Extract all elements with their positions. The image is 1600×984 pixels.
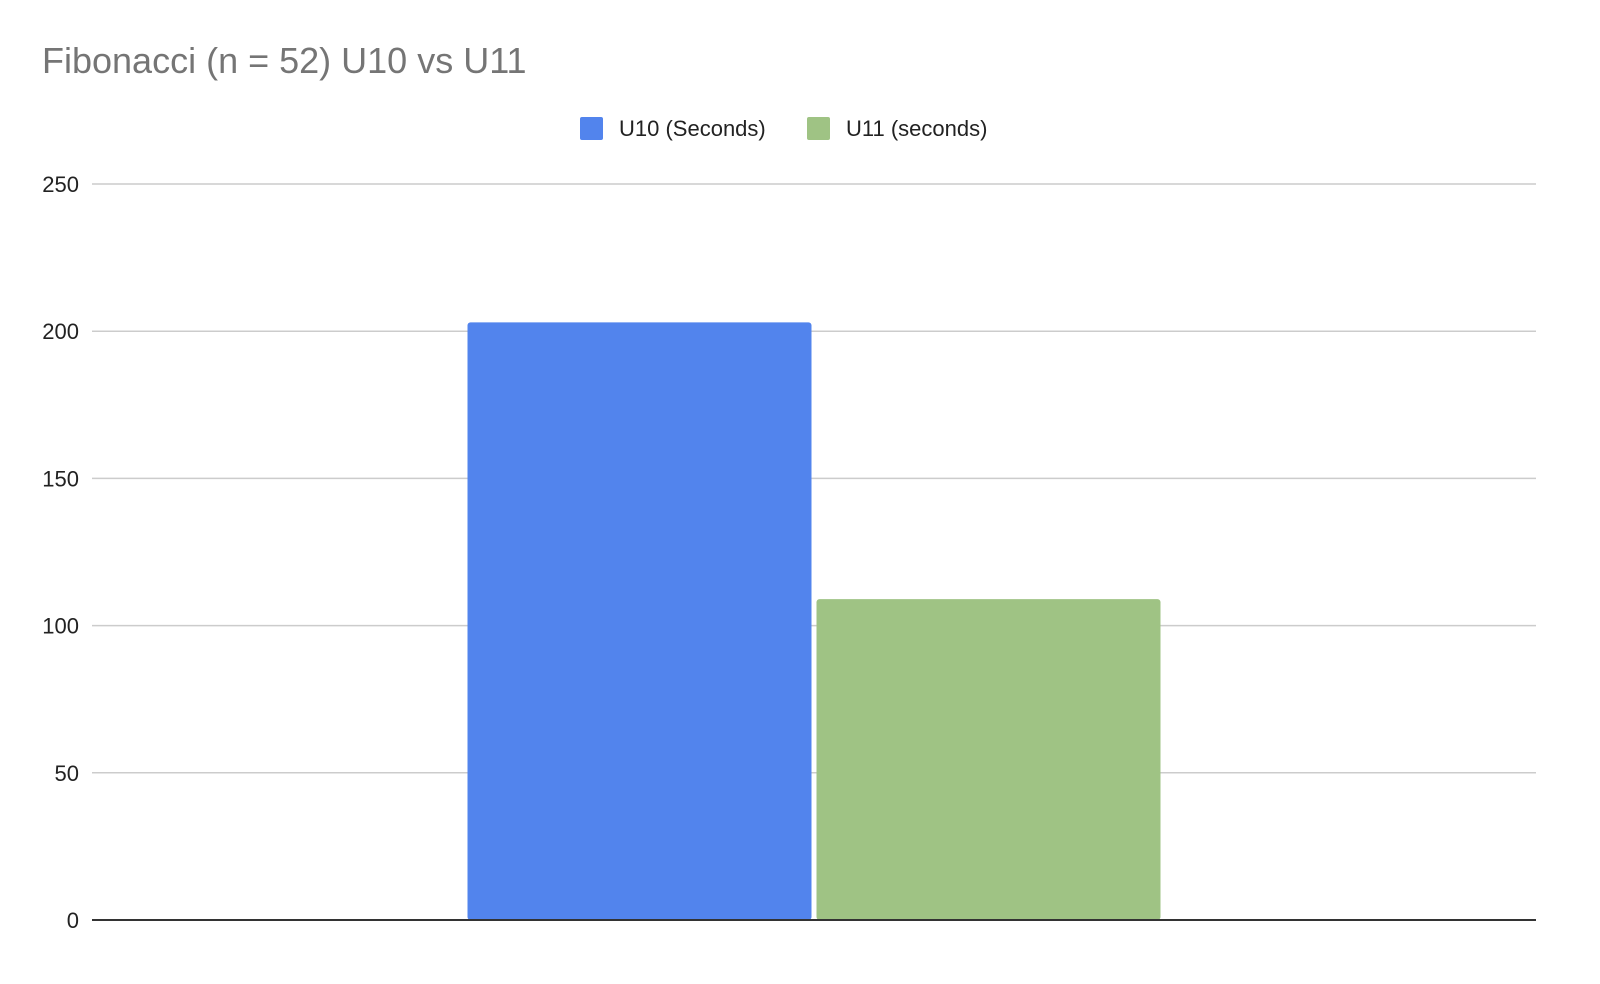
y-tick-label-250: 250: [42, 172, 79, 197]
bars: [467, 322, 1161, 920]
bar-u11[interactable]: [816, 599, 1161, 920]
y-tick-label-200: 200: [42, 319, 79, 344]
y-axis-ticks: 0 50 100 150 200 250: [42, 172, 79, 933]
legend-label-u10[interactable]: U10 (Seconds): [619, 116, 766, 141]
y-tick-label-0: 0: [67, 908, 79, 933]
legend-label-u11[interactable]: U11 (seconds): [846, 116, 987, 141]
y-tick-label-100: 100: [42, 614, 79, 639]
y-tick-label-50: 50: [55, 761, 79, 786]
legend-swatch-u10[interactable]: [580, 117, 603, 140]
chart-title: Fibonacci (n = 52) U10 vs U11: [42, 40, 527, 81]
y-tick-label-150: 150: [42, 466, 79, 491]
bar-u10[interactable]: [467, 322, 812, 920]
legend: U10 (Seconds) U11 (seconds): [580, 116, 987, 141]
gridlines: [92, 183, 1536, 774]
legend-swatch-u11[interactable]: [807, 117, 830, 140]
